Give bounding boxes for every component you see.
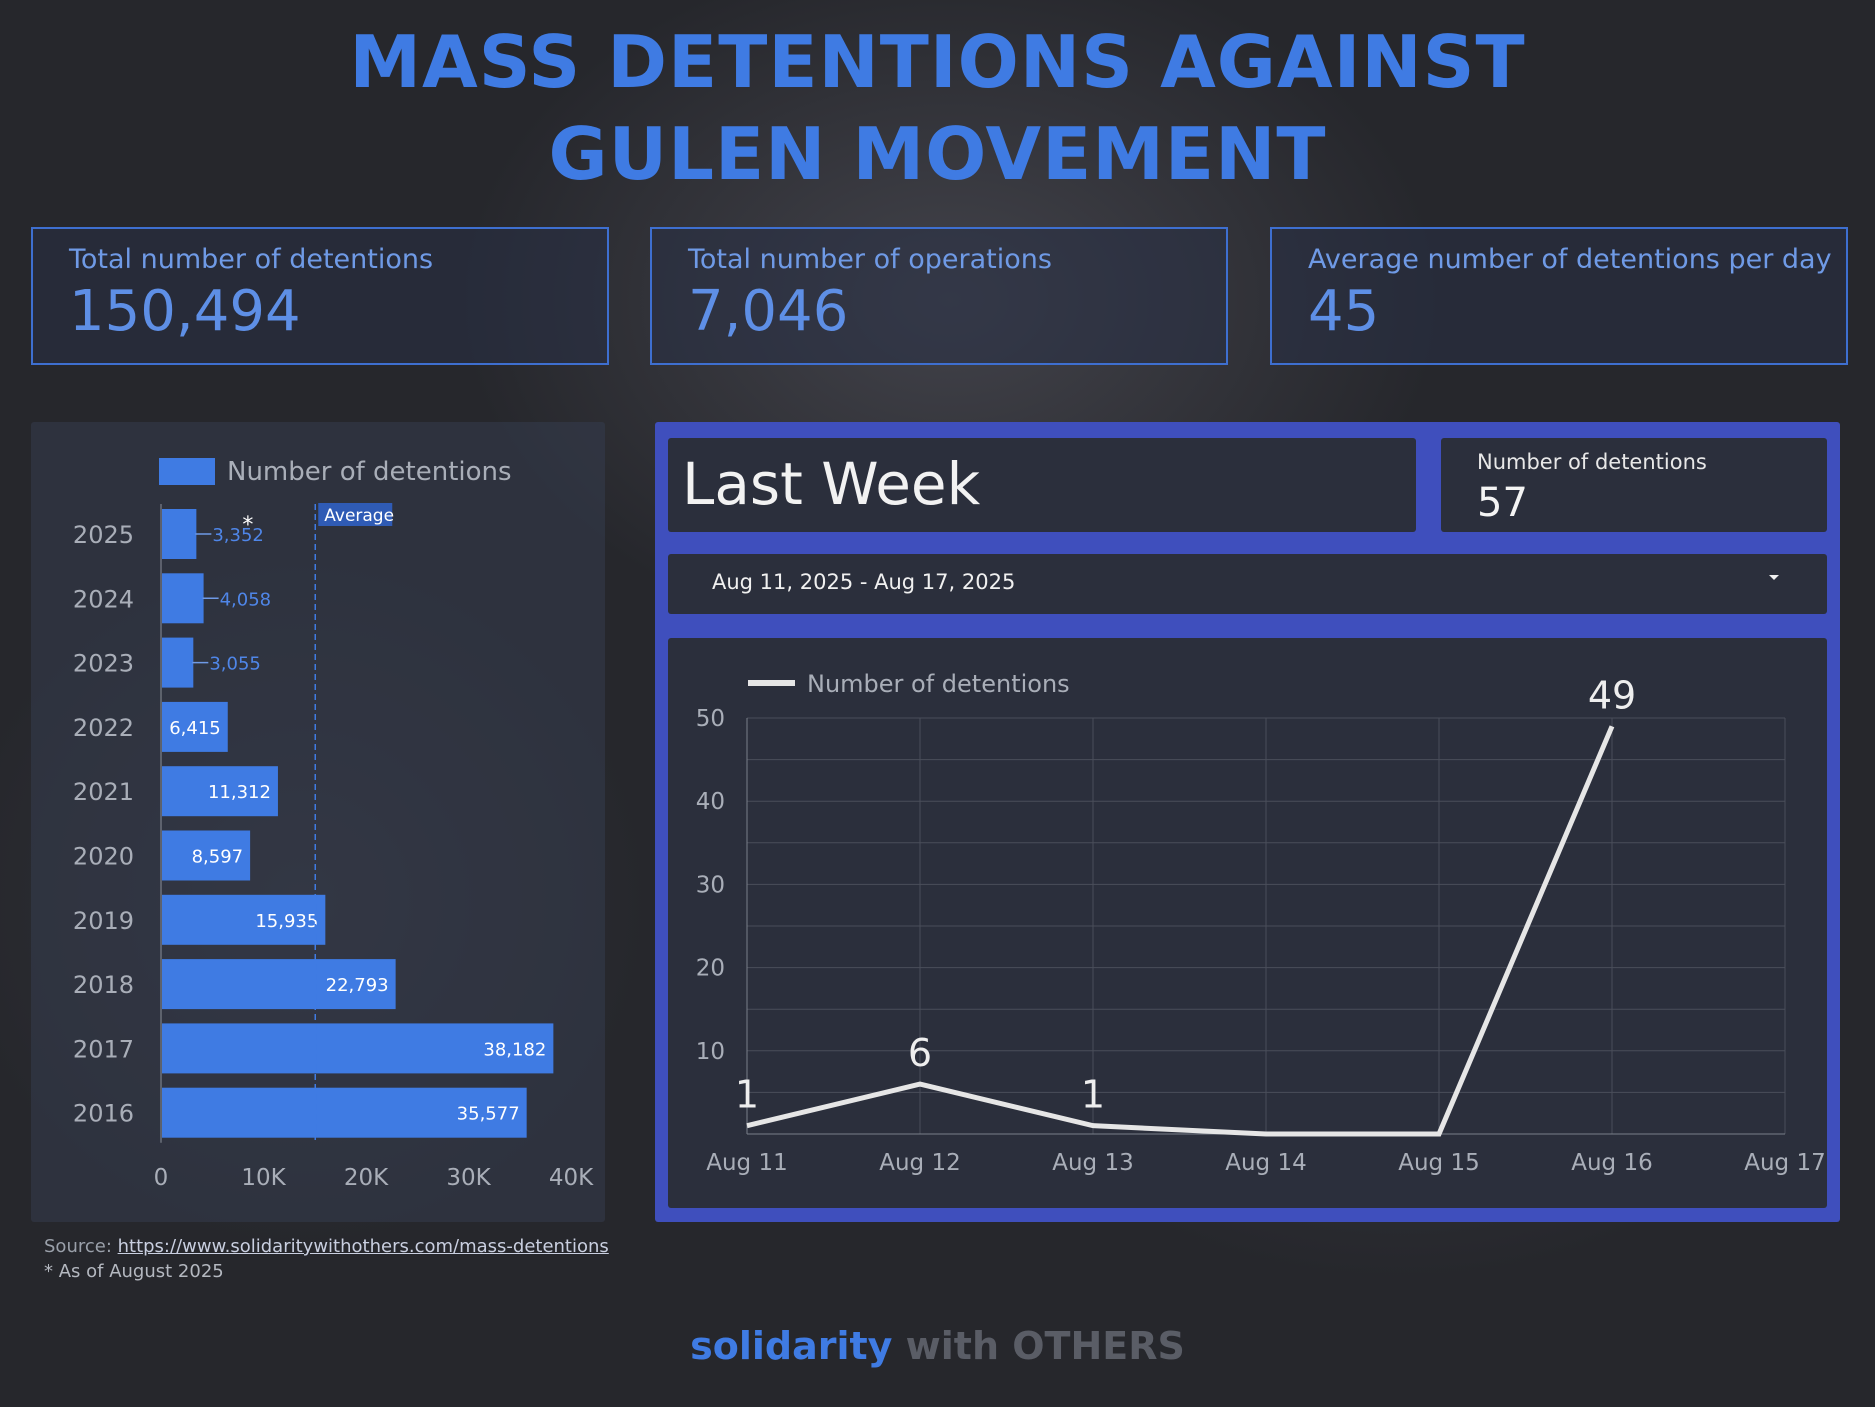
category-label: 2021 xyxy=(73,778,134,806)
x-tick-label: 0 xyxy=(154,1165,169,1191)
last-week-detentions-scorecard: Number of detentions 57 xyxy=(1441,438,1827,532)
kpi-label: Average number of detentions per day xyxy=(1308,244,1832,275)
scorecard-label: Number of detentions xyxy=(1477,450,1707,474)
last-week-title: Last Week xyxy=(682,450,981,518)
data-label: 35,577 xyxy=(457,1104,520,1125)
category-label: 2017 xyxy=(73,1035,134,1063)
legend-label: Number of detentions xyxy=(227,457,512,487)
date-range-text: Aug 11, 2025 - Aug 17, 2025 xyxy=(712,570,1016,594)
last-week-header: Last Week xyxy=(668,438,1416,532)
brand-word-solidarity: solidarity xyxy=(690,1324,893,1368)
x-tick-label: Aug 17 xyxy=(1744,1150,1826,1176)
bar xyxy=(162,766,278,817)
yearly-detentions-panel: Number of detentions 2025 3,352 * 2024 4,058 2… xyxy=(31,422,605,1222)
data-label: 22,793 xyxy=(326,975,389,996)
kpi-label: Total number of detentions xyxy=(69,244,434,275)
data-label: 49 xyxy=(1588,673,1636,717)
brand-word-with-others: with OTHERS xyxy=(905,1324,1185,1368)
bar xyxy=(162,509,197,559)
y-tick-label: 30 xyxy=(696,872,725,898)
date-range-picker[interactable]: Aug 11, 2025 - Aug 17, 2025 xyxy=(668,554,1827,614)
category-label: 2025 xyxy=(73,521,134,549)
category-label: 2018 xyxy=(73,971,134,999)
category-label: 2016 xyxy=(73,1100,134,1128)
kpi-value: 7,046 xyxy=(688,279,849,344)
average-label-bg xyxy=(318,503,393,526)
kpi-total-detentions: Total number of detentions 150,494 xyxy=(31,227,609,365)
bar xyxy=(162,959,396,1010)
data-label: 3,055 xyxy=(209,654,261,675)
page-title: MASS DETENTIONS AGAINST GULEN MOVEMENT xyxy=(0,16,1875,200)
average-label: Average xyxy=(324,506,394,526)
y-tick-label: 40 xyxy=(696,789,725,815)
bar xyxy=(162,1087,527,1138)
category-label: 2019 xyxy=(73,907,134,935)
x-tick-label: 10K xyxy=(241,1165,286,1191)
data-label: 4,058 xyxy=(220,589,272,610)
footnote: * As of August 2025 xyxy=(44,1261,224,1282)
bar xyxy=(162,1023,554,1074)
title-line-2: GULEN MOVEMENT xyxy=(548,112,1327,196)
data-label: 11,312 xyxy=(208,782,271,803)
x-tick-label: 30K xyxy=(446,1165,491,1191)
data-label: 6 xyxy=(908,1031,932,1075)
bar xyxy=(162,894,326,945)
title-line-1: MASS DETENTIONS AGAINST xyxy=(349,20,1526,104)
data-label: 6,415 xyxy=(169,718,221,739)
daily-detentions-line-chart: Number of detentions 10 20 30 40 50 Aug 11 Aug … xyxy=(696,670,1826,1176)
x-tick-label: Aug 14 xyxy=(1225,1150,1307,1176)
kpi-label: Total number of operations xyxy=(688,244,1052,275)
yearly-detentions-bar-chart: Number of detentions 2025 3,352* 2024 4,058 2… xyxy=(73,457,594,1191)
y-tick-label: 20 xyxy=(696,956,725,982)
category-label: 2024 xyxy=(73,585,134,613)
data-label: 1 xyxy=(1081,1073,1105,1117)
legend-swatch xyxy=(159,458,215,485)
bar xyxy=(162,637,194,688)
data-label: 3,352 xyxy=(212,525,264,546)
bar xyxy=(162,830,251,881)
data-label: 8,597 xyxy=(192,847,244,868)
category-label: 2023 xyxy=(73,650,134,678)
x-tick-label: Aug 15 xyxy=(1398,1150,1480,1176)
x-tick-label: Aug 12 xyxy=(879,1150,961,1176)
x-tick-label: 40K xyxy=(549,1165,594,1191)
bar xyxy=(162,701,228,752)
brand-logo: solidarity with OTHERS xyxy=(0,1324,1875,1368)
y-tick-label: 50 xyxy=(696,706,725,732)
bar xyxy=(162,573,204,624)
scorecard-value: 57 xyxy=(1477,480,1528,526)
daily-detentions-panel: Number of detentions 10 20 30 40 50 Aug 11 Aug … xyxy=(668,638,1827,1208)
kpi-value: 150,494 xyxy=(69,279,301,344)
category-label: 2020 xyxy=(73,843,134,871)
source-line: Source: https://www.solidaritywithothers… xyxy=(44,1236,609,1257)
source-link[interactable]: https://www.solidaritywithothers.com/mas… xyxy=(117,1236,609,1257)
x-tick-label: Aug 11 xyxy=(706,1150,788,1176)
source-label: Source: xyxy=(44,1236,118,1257)
y-tick-label: 10 xyxy=(696,1039,725,1065)
kpi-total-operations: Total number of operations 7,046 xyxy=(650,227,1228,365)
kpi-value: 45 xyxy=(1308,279,1380,344)
chevron-down-icon[interactable] xyxy=(1769,575,1779,580)
x-tick-label: 20K xyxy=(344,1165,389,1191)
series-line xyxy=(746,725,1615,1137)
x-tick-label: Aug 16 xyxy=(1571,1150,1653,1176)
kpi-average-per-day: Average number of detentions per day 45 xyxy=(1270,227,1848,365)
category-label: 2022 xyxy=(73,714,134,742)
data-label: 38,182 xyxy=(483,1039,546,1060)
last-week-panel: Last Week Number of detentions 57 Aug 11… xyxy=(655,422,1840,1222)
legend-label: Number of detentions xyxy=(807,670,1070,698)
data-label: 15,935 xyxy=(255,911,318,932)
data-label: 1 xyxy=(735,1073,759,1117)
x-tick-label: Aug 13 xyxy=(1052,1150,1134,1176)
footnote-marker: * xyxy=(242,513,253,538)
